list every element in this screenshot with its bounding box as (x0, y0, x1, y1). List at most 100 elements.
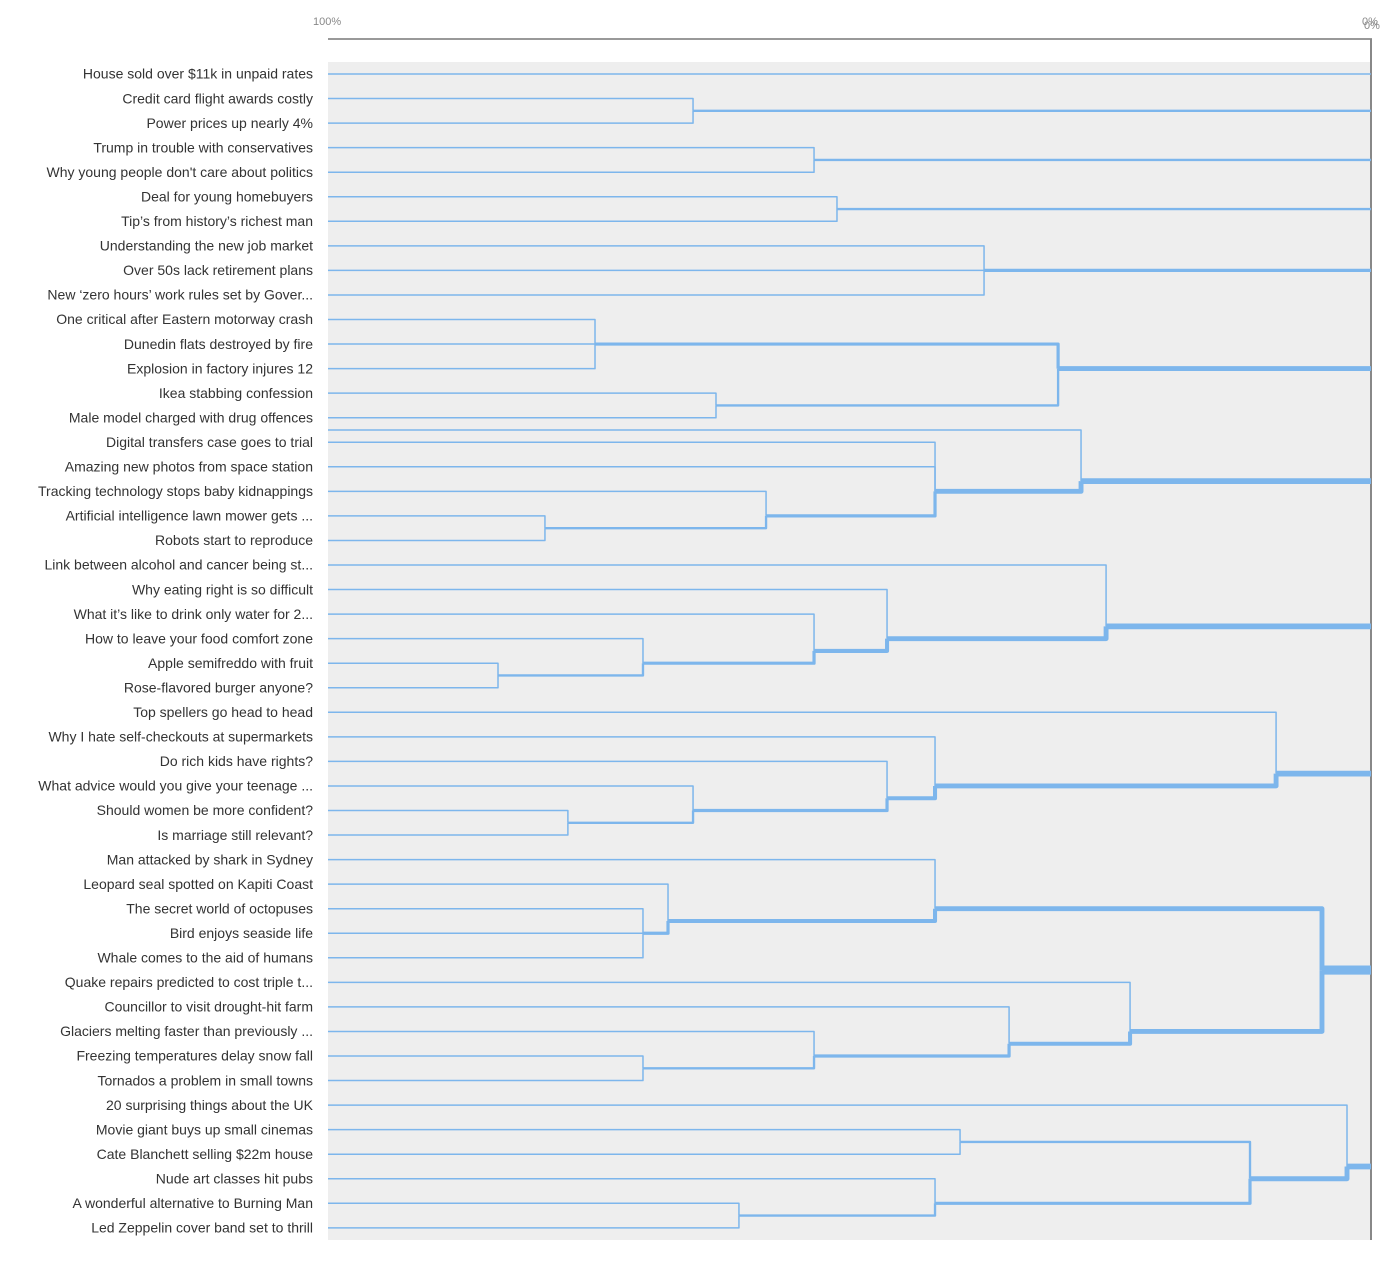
leaf-label: Councillor to visit drought-hit farm (104, 999, 313, 1015)
link-segment (328, 1202, 740, 1216)
leaf-label: Glaciers melting faster than previously … (60, 1023, 313, 1039)
link-segment (328, 662, 499, 676)
leaf-label: Trump in trouble with conservatives (93, 139, 313, 155)
link-segment (328, 196, 838, 210)
link-segment (328, 146, 815, 160)
leaf-label: Whale comes to the aid of humans (97, 950, 313, 966)
leaf-label: Apple semifreddo with fruit (148, 655, 313, 671)
link-segment (935, 773, 1279, 789)
link-segment (328, 883, 669, 921)
link-segment (642, 650, 816, 665)
link-segment (328, 245, 985, 271)
link-segment (328, 97, 694, 111)
link-segment (328, 760, 888, 799)
link-segment (328, 515, 546, 529)
leaf-label: Bird enjoys seaside life (170, 925, 313, 941)
leaf-label: Quake repairs predicted to cost triple t… (65, 974, 313, 990)
link-segment (328, 270, 985, 296)
leaf-label: Credit card flight awards costly (122, 90, 313, 106)
link-segment (693, 798, 889, 813)
link-segment (328, 675, 499, 689)
link-segment (328, 490, 767, 516)
link-segment (328, 344, 596, 370)
leaf-label: Male model charged with drug offences (69, 409, 313, 425)
link-segment (328, 110, 694, 124)
link-segment (1130, 970, 1325, 1034)
leaf-label: A wonderful alternative to Burning Man (73, 1195, 313, 1211)
link-segment (567, 810, 695, 824)
link-segment (328, 564, 1107, 627)
link-segment (328, 1006, 1010, 1044)
link-segment (668, 908, 938, 923)
link-segment (766, 491, 937, 518)
link-segment (328, 1104, 1348, 1167)
leaf-label: Robots start to reproduce (155, 532, 313, 548)
link-segment (642, 1056, 816, 1070)
dendrogram-links (328, 73, 1371, 1229)
leaf-label: Explosion in factory injures 12 (127, 360, 313, 376)
link-segment (328, 981, 1131, 1032)
leaf-label: Freezing temperatures delay snow fall (76, 1048, 313, 1064)
leaf-label: Is marriage still relevant? (157, 827, 313, 843)
link-segment (328, 1178, 936, 1204)
leaf-label: Led Zeppelin cover band set to thrill (91, 1220, 313, 1236)
leaf-label: Amazing new photos from space station (65, 459, 313, 475)
leaf-label: Nude art classes hit pubs (156, 1170, 313, 1186)
link-segment (328, 209, 838, 223)
leaf-label: 20 surprising things about the UK (106, 1097, 314, 1113)
leaf-labels: House sold over $11k in unpaid rates Cred… (38, 66, 314, 1236)
link-segment (328, 858, 936, 909)
link-segment (328, 822, 569, 836)
leaf-label: Rose-flavored burger anyone? (124, 679, 313, 695)
axis-label-end-overlap: 0% (1364, 20, 1380, 32)
leaf-label: Ikea stabbing confession (159, 385, 313, 401)
link-segment (328, 809, 569, 823)
link-segment (498, 663, 645, 677)
link-segment (814, 638, 890, 653)
link-segment (328, 736, 936, 786)
leaf-label: Cate Blanchett selling $22m house (97, 1146, 314, 1162)
leaf-label: The secret world of octopuses (126, 900, 313, 916)
link-segment (935, 906, 1325, 971)
leaf-label: Top spellers go head to head (133, 704, 313, 720)
leaf-label: Deal for young homebuyers (141, 188, 313, 204)
leaf-label: What it’s like to drink only water for 2… (74, 606, 313, 622)
leaf-label: One critical after Eastern motorway cras… (56, 311, 313, 327)
leaf-label: New ‘zero hours’ work rules set by Gover… (47, 287, 313, 303)
leaf-label: House sold over $11k in unpaid rates (83, 66, 313, 82)
leaf-label: Why I hate self-checkouts at supermarket… (48, 729, 313, 745)
leaf-label: Digital transfers case goes to trial (106, 434, 313, 450)
link-segment (328, 1128, 961, 1142)
leaf-label: Should women be more confident? (97, 802, 314, 818)
link-segment (328, 159, 815, 173)
leaf-label: Do rich kids have rights? (160, 753, 314, 769)
link-segment (328, 1141, 961, 1155)
link-segment (935, 481, 1084, 494)
leaf-label: Understanding the new job market (100, 238, 313, 254)
leaf-label: What advice would you give your teenage … (38, 778, 313, 794)
leaf-label: Artificial intelligence lawn mower gets … (66, 508, 313, 524)
link-segment (328, 405, 717, 419)
link-segment (935, 1178, 1252, 1205)
link-segment (715, 368, 1060, 407)
link-segment (544, 515, 768, 530)
link-segment (960, 1140, 1252, 1179)
leaf-label: Tornados a problem in small towns (97, 1072, 313, 1088)
link-segment (328, 466, 936, 492)
link-segment (328, 711, 1277, 774)
link-segment (1009, 1031, 1133, 1046)
link-segment (328, 318, 596, 345)
link-segment (887, 626, 1109, 642)
link-segment (328, 392, 717, 406)
link-segment (328, 588, 888, 639)
link-segment (595, 342, 1060, 369)
leaf-label: How to leave your food comfort zone (85, 630, 313, 646)
axis-label-start: 100% (313, 16, 341, 28)
link-segment (328, 429, 1082, 482)
axis-label-end: 0% (1362, 16, 1378, 28)
link-segment (738, 1203, 937, 1217)
leaf-label: Dunedin flats destroyed by fire (124, 336, 313, 352)
link-segment (814, 1043, 1011, 1058)
link-segment (328, 1068, 644, 1082)
